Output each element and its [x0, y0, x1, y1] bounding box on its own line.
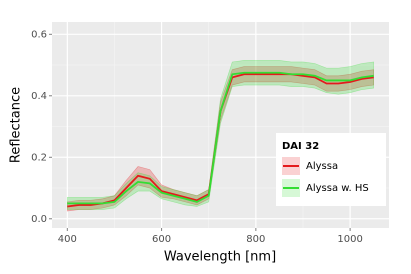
ribbon [67, 66, 374, 212]
y-tick-label: 0.4 [31, 91, 47, 102]
legend-box [276, 133, 386, 206]
legend: DAI 32 Alyssa Alyssa w. HS [276, 133, 386, 206]
x-tick-label: 400 [58, 234, 77, 245]
y-axis-title: Reflectance [9, 87, 24, 163]
ribbon [67, 60, 374, 210]
x-axis-title: Wavelength [nm] [164, 250, 276, 265]
x-tick-label: 1000 [337, 234, 362, 245]
y-tick-label: 0.6 [31, 29, 47, 40]
legend-title: DAI 32 [282, 141, 319, 152]
y-tick-label: 0.2 [31, 152, 47, 163]
legend-label: Alyssa w. HS [306, 183, 369, 194]
y-tick-label: 0.0 [31, 214, 47, 225]
series-line [67, 71, 374, 205]
x-tick-label: 600 [152, 234, 171, 245]
legend-label: Alyssa [306, 161, 338, 172]
x-tick-label: 800 [246, 234, 265, 245]
